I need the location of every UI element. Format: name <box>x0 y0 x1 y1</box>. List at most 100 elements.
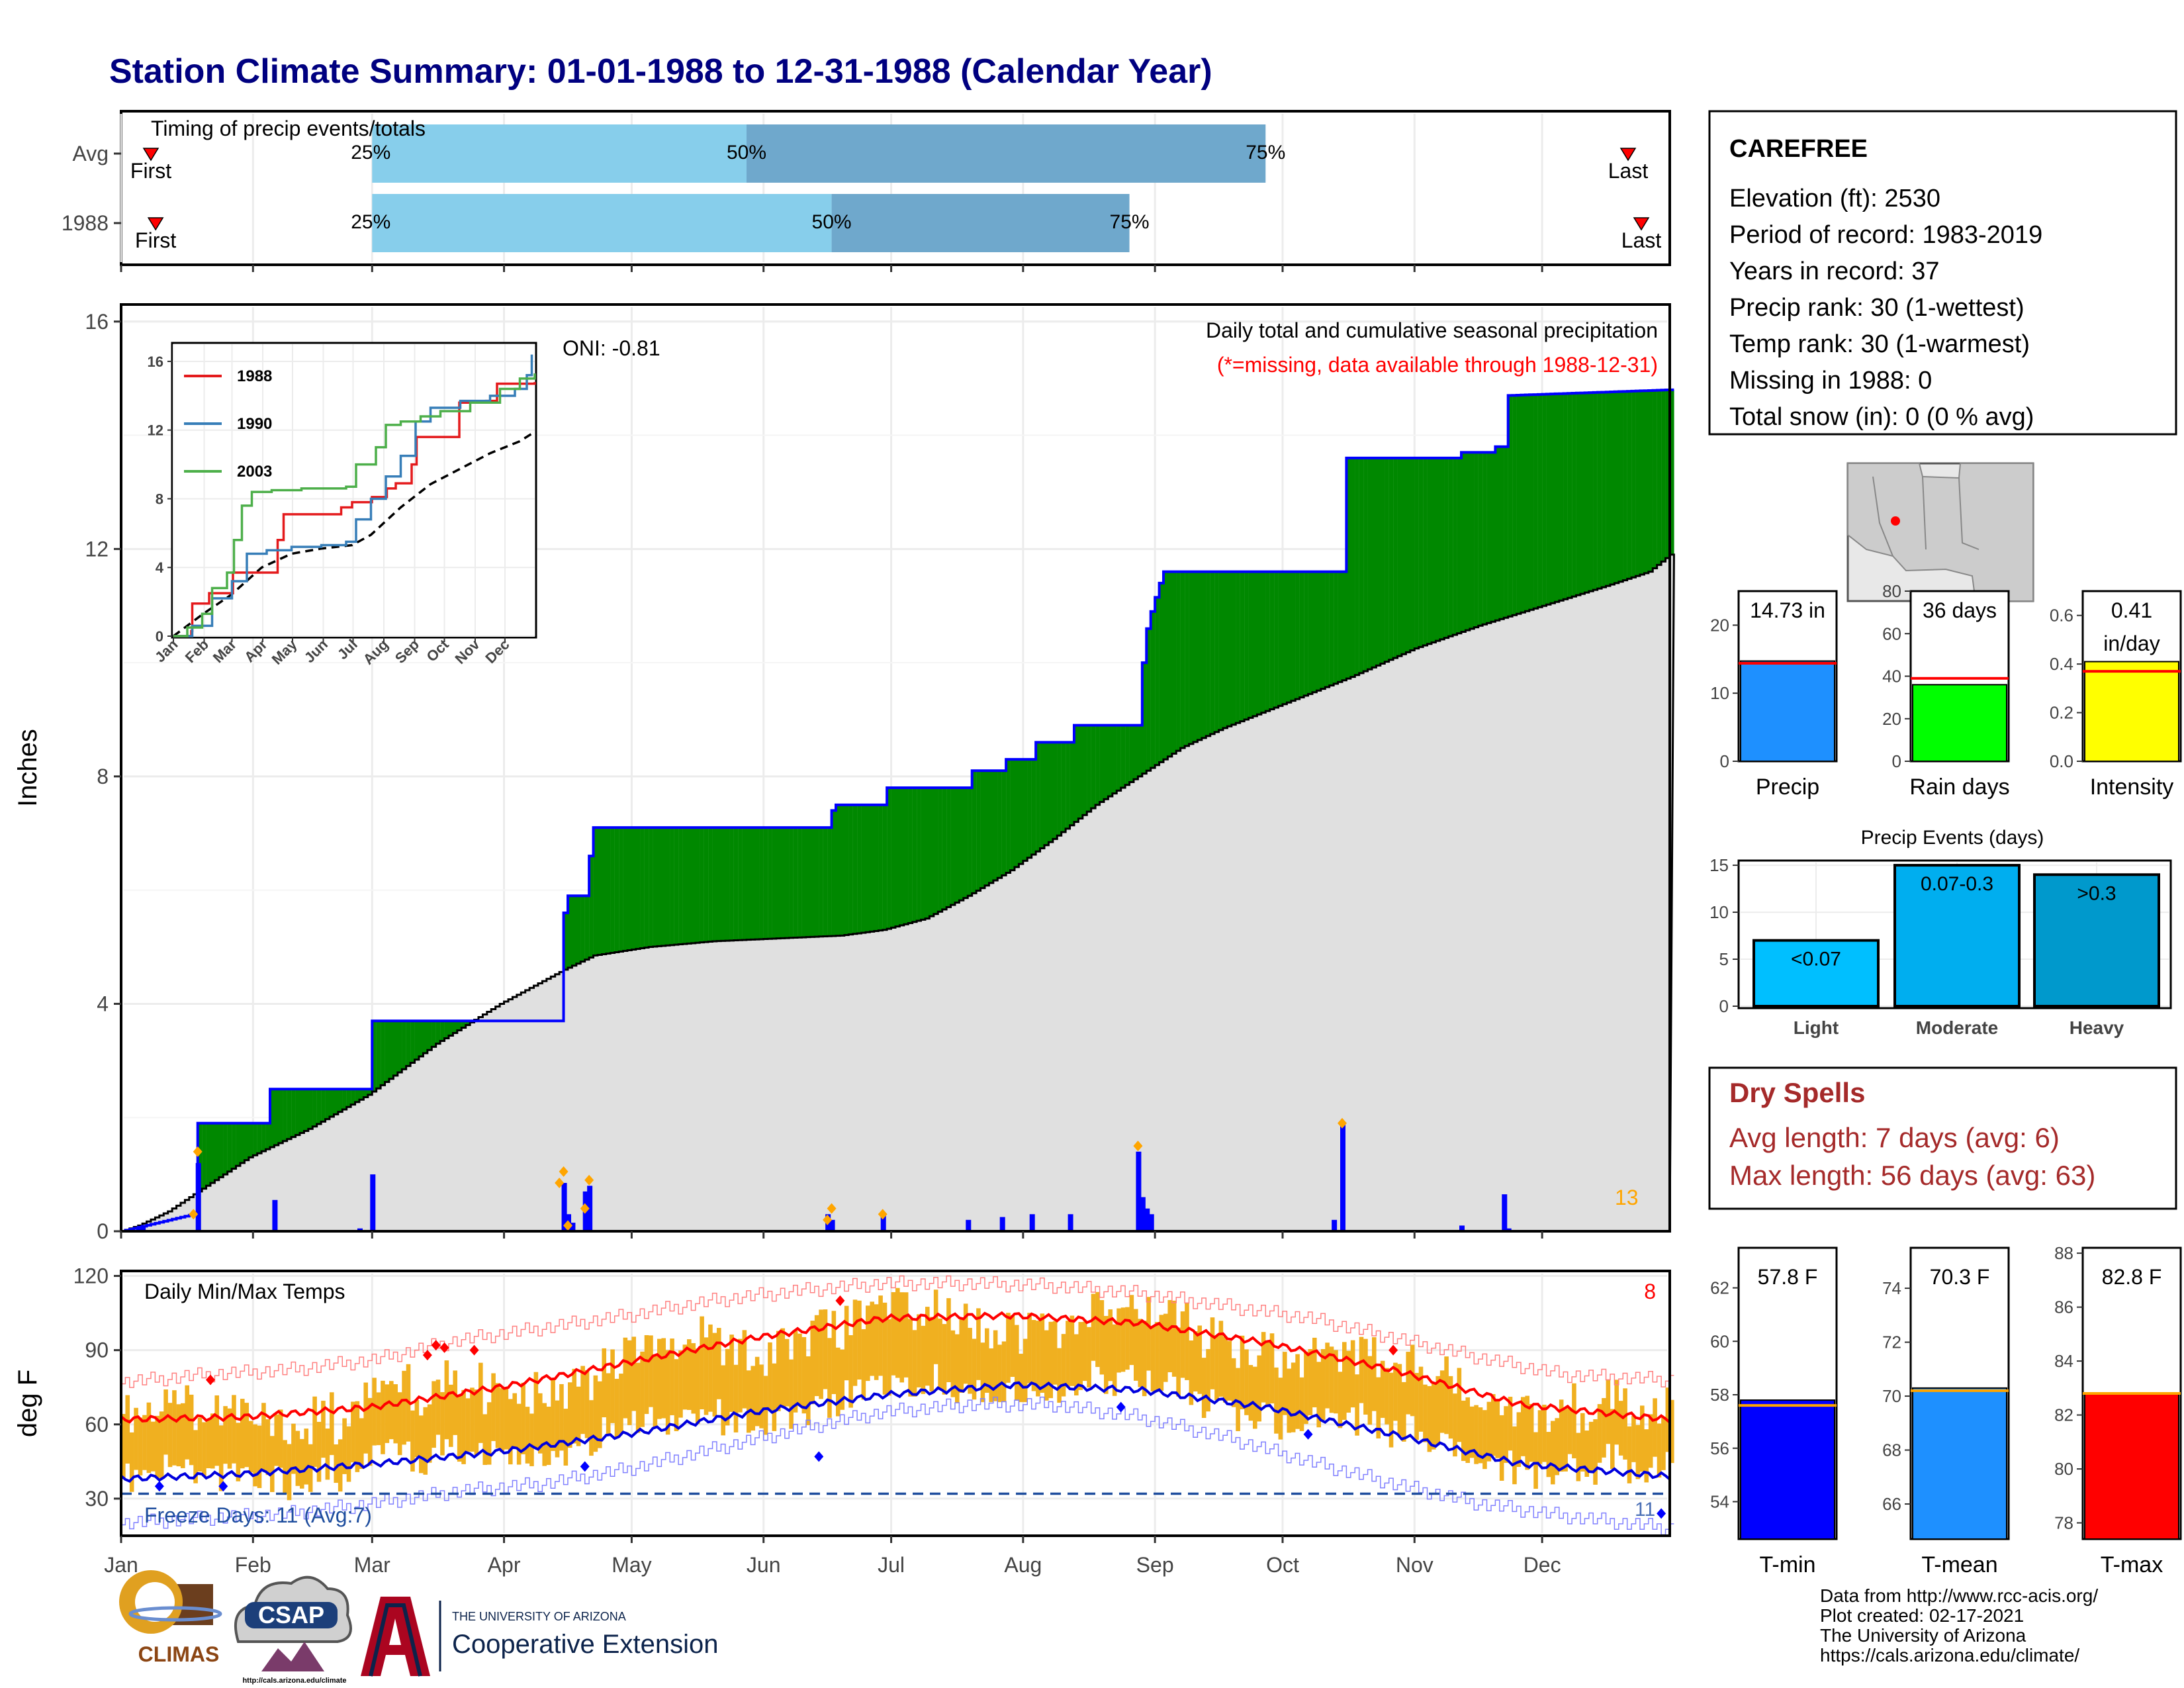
daily-temp-range-bar <box>938 1318 942 1389</box>
daily-temp-range-bar <box>1499 1415 1504 1481</box>
precip-y-tick: 12 <box>85 537 109 561</box>
cum-above-avg <box>980 771 985 888</box>
daily-record-marker <box>584 1174 594 1186</box>
cum-above-avg <box>1610 391 1615 585</box>
mini-bar <box>2084 661 2179 762</box>
daily-temp-range-bar <box>1019 1354 1024 1403</box>
daily-temp-range-bar <box>895 1288 900 1378</box>
cum-above-avg <box>1201 571 1206 738</box>
daily-temp-range-bar <box>1269 1333 1275 1404</box>
daily-temp-range-bar <box>1074 1334 1079 1396</box>
daily-temp-range-bar <box>1346 1350 1351 1413</box>
cum-above-avg <box>372 1021 377 1092</box>
daily-temp-range-bar <box>270 1436 275 1492</box>
daily-temp-range-bar <box>908 1319 913 1397</box>
daily-temp-range-bar <box>1432 1382 1436 1450</box>
cum-above-avg <box>1474 452 1479 628</box>
cum-above-avg <box>444 1021 449 1039</box>
daily-temp-range-bar <box>1653 1398 1657 1457</box>
daily-temp-range-bar <box>1185 1302 1189 1380</box>
cum-above-avg <box>844 804 849 935</box>
daily-temp-range-bar <box>1410 1344 1415 1417</box>
freeze-days-label: Freeze Days: 11 (Avg:7) <box>144 1503 372 1527</box>
daily-temp-range-bar <box>1448 1376 1453 1439</box>
temp-ylabel: deg F <box>13 1370 42 1437</box>
cum-above-avg <box>1602 392 1606 588</box>
mini-bar-tick: 0.6 <box>2050 606 2073 626</box>
cum-above-avg <box>921 788 926 920</box>
cum-above-avg <box>197 1123 203 1192</box>
daily-temp-range-bar <box>1593 1419 1598 1485</box>
cum-above-avg <box>827 827 832 937</box>
cum-above-avg <box>1546 394 1551 605</box>
record-high-marker <box>422 1350 432 1361</box>
cum-above-avg <box>1508 395 1513 617</box>
cum-above-avg <box>1019 759 1024 865</box>
daily-temp-range-bar <box>708 1324 713 1412</box>
dry-spells-avg: Avg length: 7 days (avg: 6) <box>1729 1122 2060 1153</box>
cum-above-avg <box>674 827 679 945</box>
cum-above-avg <box>602 827 607 955</box>
daily-precip-bar <box>880 1214 886 1231</box>
cum-above-avg <box>1295 571 1300 700</box>
cum-above-avg <box>291 1089 296 1137</box>
daily-temp-range-bar <box>1023 1338 1028 1403</box>
mini-bar-tick: 0 <box>1892 751 1901 771</box>
daily-precip-bar <box>966 1219 972 1231</box>
cum-above-avg <box>1504 446 1508 618</box>
cum-above-avg <box>1159 583 1164 763</box>
cum-above-avg <box>635 827 641 949</box>
cum-above-avg <box>1253 571 1257 716</box>
station-name: CAREFREE <box>1729 135 1868 163</box>
daily-temp-range-bar <box>772 1363 777 1431</box>
cum-above-avg <box>1376 457 1381 666</box>
cum-above-avg <box>1563 393 1568 600</box>
daily-temp-range-bar <box>1287 1368 1292 1433</box>
daily-temp-range-bar <box>389 1381 394 1440</box>
cum-above-avg <box>1069 742 1075 825</box>
daily-temp-range-bar <box>248 1421 253 1473</box>
daily-temp-range-bar <box>1274 1367 1279 1434</box>
mini-bar-value: 0.41 <box>2111 598 2152 622</box>
cum-above-avg <box>363 1089 369 1098</box>
cum-above-avg <box>1291 571 1296 701</box>
cum-above-avg <box>1644 391 1649 573</box>
daily-temp-range-bar <box>1457 1368 1462 1442</box>
daily-temp-range-bar <box>602 1348 607 1418</box>
daily-temp-range-bar <box>283 1440 287 1495</box>
daily-temp-range-bar <box>831 1311 837 1394</box>
cum-above-avg <box>440 1021 445 1041</box>
daily-temp-range-bar <box>933 1289 938 1364</box>
cum-above-avg <box>376 1021 381 1089</box>
cum-above-avg <box>563 913 569 970</box>
daily-temp-range-bar <box>508 1399 513 1465</box>
daily-temp-range-bar <box>227 1408 232 1469</box>
daily-temp-range-bar <box>1231 1358 1236 1407</box>
cum-above-avg <box>640 827 645 949</box>
cum-above-avg <box>925 788 930 919</box>
daily-temp-range-bar <box>1580 1413 1585 1472</box>
cum-above-avg <box>1031 759 1036 855</box>
daily-temp-range-bar <box>1588 1421 1594 1473</box>
daily-temp-range-bar <box>568 1382 572 1448</box>
daily-temp-range-bar <box>504 1389 509 1450</box>
daily-temp-range-bar <box>342 1418 347 1474</box>
daily-temp-range-bar <box>840 1349 845 1410</box>
cum-above-avg <box>576 896 581 964</box>
cum-above-avg <box>419 1021 424 1056</box>
cum-above-avg <box>432 1021 436 1047</box>
daily-temp-range-bar <box>155 1415 160 1478</box>
cum-above-avg <box>614 827 619 953</box>
cum-above-avg <box>857 804 862 933</box>
mini-bar-tick: 40 <box>1882 667 1901 686</box>
daily-temp-range-bar <box>874 1304 879 1380</box>
daily-temp-range-bar <box>172 1390 177 1466</box>
daily-temp-range-bar <box>1312 1337 1317 1408</box>
daily-temp-range-bar <box>695 1348 700 1425</box>
daily-temp-range-bar <box>359 1418 364 1470</box>
month-tick-label: Mar <box>354 1553 390 1577</box>
cum-above-avg <box>257 1123 262 1154</box>
daily-temp-range-bar <box>240 1399 245 1469</box>
cum-above-avg <box>346 1089 351 1107</box>
cum-above-avg <box>214 1123 220 1180</box>
